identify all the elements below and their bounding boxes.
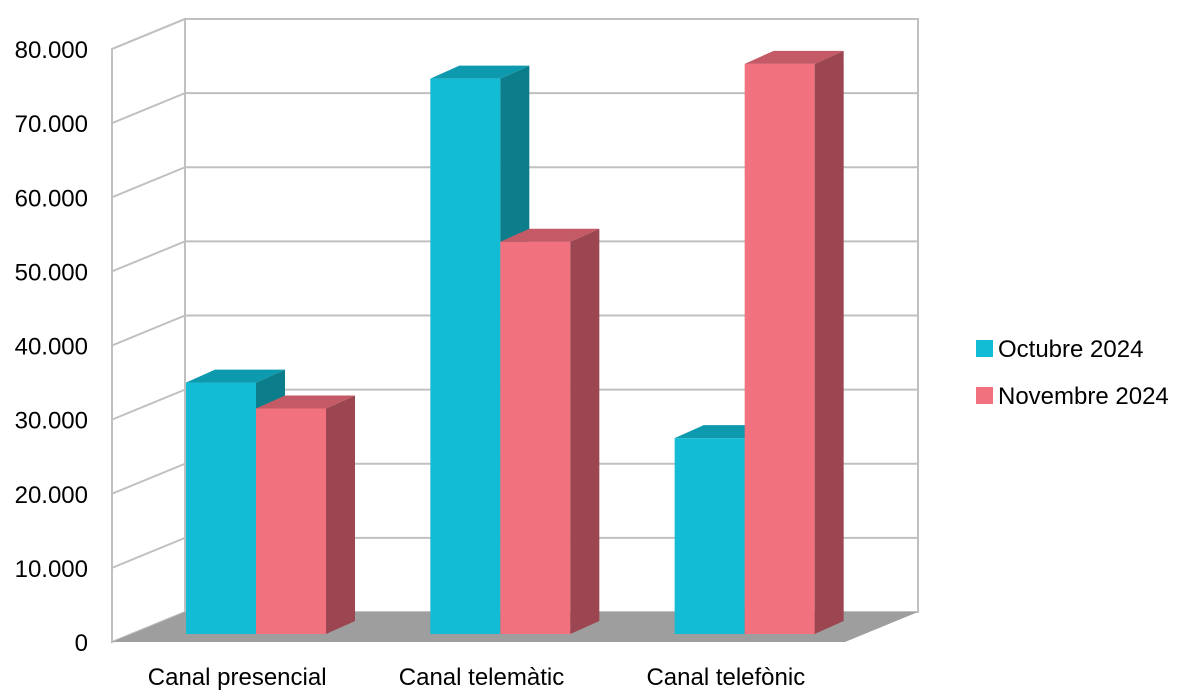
y-tick-label: 50.000 [15,259,88,286]
gridline-side [111,92,186,125]
bar-top-0-1 [430,65,530,79]
y-tick-label: 60.000 [15,185,88,212]
y-tick-label: 80.000 [15,37,88,64]
bars [186,50,844,634]
legend: Octubre 2024 Novembre 2024 [976,336,1169,410]
gridline-side [111,240,186,273]
legend-swatch [976,387,993,404]
y-tick-label: 30.000 [15,408,88,435]
bar-1-0 [256,408,326,634]
y-tick-label: 70.000 [15,111,88,138]
gridline-side [111,314,186,347]
bar-top-1-2 [744,50,844,64]
gridline-side [111,388,186,421]
x-axis-tick-labels: Canal presencial Canal telemàtic Canal tel… [148,664,805,691]
bar-0-0 [186,382,256,634]
y-tick-label: 0 [75,630,88,657]
bar-top-1-1 [500,228,600,242]
gridline-side [111,18,186,50]
y-tick-label: 10.000 [15,556,88,583]
gridline-side [111,462,186,495]
bar-side-1-1 [570,228,600,634]
bar-1-2 [744,63,815,634]
gridline-side [111,166,186,199]
bar-1-1 [500,241,571,634]
bar-0-2 [674,438,745,634]
x-tick-label: Canal telemàtic [399,664,564,691]
x-tick-label: Canal telefònic [646,664,805,691]
bar-top-1-0 [256,395,355,409]
y-axis-tick-labels: 0 10.000 20.000 30.000 40.000 50.000 60.000 70.… [15,37,88,657]
bar-side-1-2 [814,50,844,634]
y-tick-label: 40.000 [15,334,88,361]
legend-label: Novembre 2024 [998,383,1169,410]
x-tick-label: Canal presencial [148,664,327,691]
bar-top-0-0 [186,369,285,383]
gridline-side [111,536,186,569]
legend-label: Octubre 2024 [998,336,1143,363]
bar-0-1 [430,78,501,634]
legend-swatch [976,340,993,357]
y-tick-label: 20.000 [15,482,88,509]
bar-side-1-0 [326,395,355,634]
